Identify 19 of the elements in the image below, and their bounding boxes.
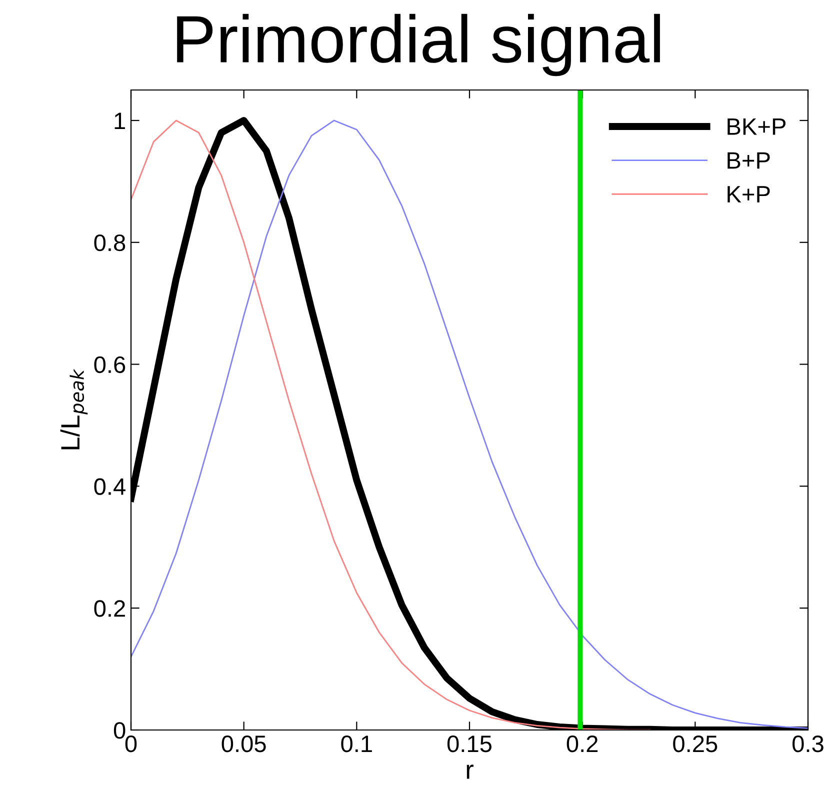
x-tick-label: 0.1	[341, 735, 372, 752]
x-tick-label: 0.3	[792, 735, 824, 752]
y-tick-label: 0	[114, 722, 126, 739]
legend-label: BK+P	[728, 118, 786, 135]
x-axis-title: r	[466, 764, 474, 779]
x-tick-label: 0.25	[673, 735, 718, 752]
x-tick-label: 0	[125, 735, 137, 752]
x-tick-label: 0.15	[447, 735, 492, 752]
legend-label: B+P	[728, 152, 770, 169]
x-tick-label: 0.2	[566, 735, 598, 752]
y-tick-label: 0.8	[94, 234, 126, 252]
y-tick-label: 1	[114, 112, 125, 130]
y-tick-label: 0.6	[94, 356, 126, 374]
y-tick-label: 0.2	[94, 600, 125, 617]
y-tick-label: 0.4	[94, 478, 126, 495]
chart-title: Primordial signal	[177, 14, 660, 76]
x-tick-label: 0.05	[222, 735, 266, 752]
y-axis-title: L/L$_{peak}$	[60, 368, 88, 450]
legend-label: K+P	[728, 186, 770, 202]
